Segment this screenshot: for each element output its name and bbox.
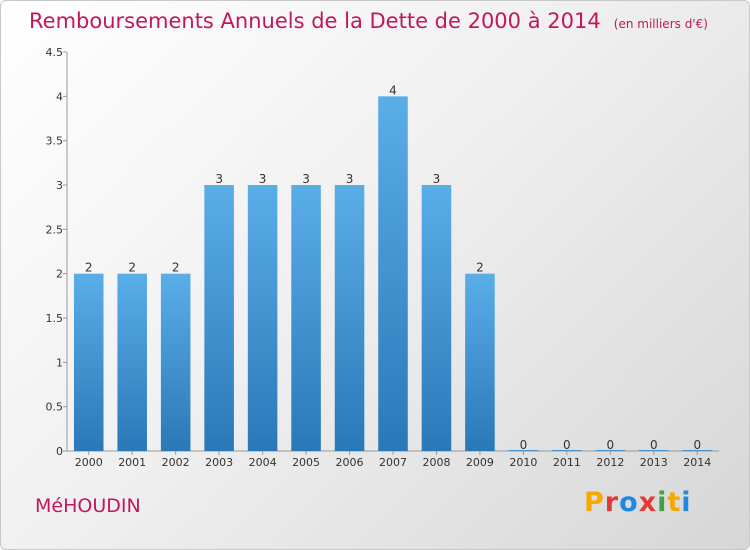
logo-letter: r	[604, 487, 620, 518]
bar-value-label: 4	[389, 83, 397, 97]
bar-value-label: 2	[476, 261, 484, 275]
y-tick-label: 1	[56, 356, 63, 369]
proxiti-logo[interactable]: Proxiti	[584, 487, 692, 518]
bar-value-label: 0	[607, 438, 615, 452]
y-tick-label: 2	[56, 268, 63, 281]
bar	[73, 273, 104, 451]
bar	[378, 96, 408, 451]
y-tick-label: 3.5	[46, 135, 64, 148]
logo-letter: o	[619, 487, 639, 518]
y-tick-label: 4	[56, 90, 63, 103]
x-tick-label: 2008	[422, 456, 450, 469]
bar-value-label: 3	[346, 172, 354, 186]
y-tick-label: 0	[56, 445, 63, 458]
bar-value-label: 2	[128, 261, 136, 275]
y-tick-label: 1.5	[46, 312, 64, 325]
x-tick-label: 2006	[336, 456, 364, 469]
x-tick-label: 2002	[162, 456, 190, 469]
x-tick-label: 2007	[379, 456, 407, 469]
logo-letter: P	[584, 487, 605, 518]
x-tick-label: 2010	[509, 456, 537, 469]
bar	[639, 450, 669, 451]
bar-value-label: 0	[563, 438, 571, 452]
bar-value-label: 3	[259, 172, 267, 186]
title-text: Remboursements Annuels de la Dette de 20…	[29, 9, 601, 33]
x-tick-label: 2001	[118, 456, 146, 469]
bar	[682, 450, 713, 451]
bar-value-label: 0	[650, 438, 658, 452]
bar-value-label: 0	[693, 438, 701, 452]
bar-value-label: 3	[433, 172, 441, 186]
y-tick-label: 2.5	[46, 223, 64, 236]
bar-value-label: 0	[520, 438, 528, 452]
bar	[421, 185, 452, 451]
x-tick-label: 2003	[205, 456, 233, 469]
x-tick-label: 2009	[466, 456, 494, 469]
x-tick-label: 2013	[640, 456, 668, 469]
bar	[595, 450, 626, 451]
logo-letter: t	[667, 487, 682, 518]
y-tick-label: 0.5	[46, 401, 64, 414]
x-tick-label: 2004	[249, 456, 277, 469]
bar-value-label: 3	[302, 172, 310, 186]
commune-name: MéHOUDIN	[35, 495, 141, 517]
x-tick-label: 2011	[553, 456, 581, 469]
bar	[204, 185, 234, 451]
x-tick-label: 2000	[75, 456, 103, 469]
bar	[552, 450, 582, 451]
bar	[465, 273, 495, 451]
bar	[117, 273, 147, 451]
logo-letter: x	[638, 487, 658, 518]
bar	[247, 185, 278, 451]
logo-letter: i	[657, 487, 668, 518]
bar	[334, 185, 365, 451]
x-tick-label: 2012	[596, 456, 624, 469]
bar-value-label: 3	[215, 172, 223, 186]
x-tick-label: 2014	[683, 456, 711, 469]
bar	[291, 185, 321, 451]
bar	[160, 273, 191, 451]
chart-title: Remboursements Annuels de la Dette de 20…	[29, 9, 708, 33]
logo-letter: i	[681, 487, 692, 518]
bar-value-label: 2	[172, 261, 180, 275]
title-unit: (en milliers d'€)	[613, 17, 708, 31]
bar-value-label: 2	[85, 261, 93, 275]
x-tick-label: 2005	[292, 456, 320, 469]
y-tick-label: 3	[56, 179, 63, 192]
y-tick-label: 4.5	[46, 46, 64, 59]
bar	[508, 450, 539, 451]
